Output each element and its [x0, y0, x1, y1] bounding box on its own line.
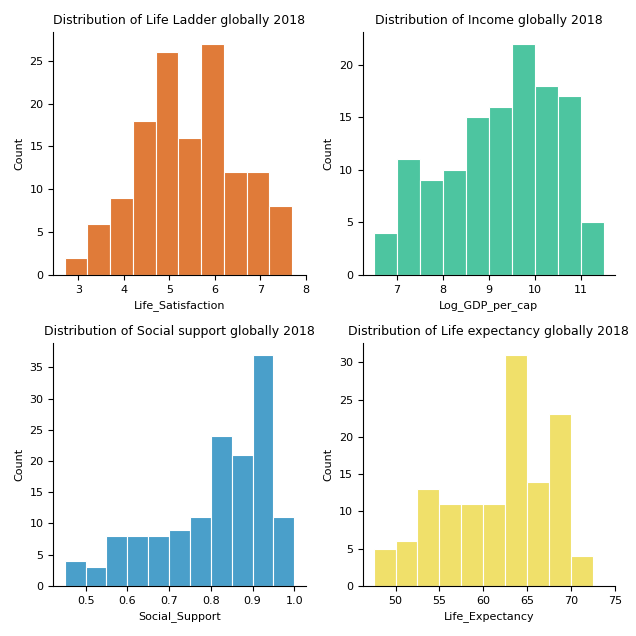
- Y-axis label: Count: Count: [14, 137, 24, 170]
- Bar: [211, 436, 232, 586]
- Y-axis label: Count: Count: [323, 137, 333, 170]
- Bar: [65, 561, 86, 586]
- Title: Distribution of Social support globally 2018: Distribution of Social support globally …: [44, 325, 315, 338]
- Bar: [527, 481, 550, 586]
- Bar: [489, 107, 512, 275]
- Bar: [270, 207, 292, 275]
- Bar: [373, 549, 396, 586]
- Bar: [106, 536, 127, 586]
- Title: Distribution of Life expectancy globally 2018: Distribution of Life expectancy globally…: [349, 325, 629, 338]
- Bar: [550, 415, 571, 586]
- Bar: [512, 44, 535, 275]
- Bar: [201, 44, 224, 275]
- Bar: [571, 556, 593, 586]
- Bar: [420, 181, 443, 275]
- X-axis label: Social_Support: Social_Support: [138, 611, 221, 622]
- Bar: [169, 530, 190, 586]
- Bar: [558, 96, 581, 275]
- X-axis label: Life_Expectancy: Life_Expectancy: [443, 611, 534, 622]
- Bar: [417, 489, 439, 586]
- Y-axis label: Count: Count: [14, 448, 24, 481]
- Y-axis label: Count: Count: [323, 448, 333, 481]
- Bar: [439, 504, 461, 586]
- Bar: [86, 567, 106, 586]
- Bar: [443, 170, 466, 275]
- Bar: [190, 517, 211, 586]
- X-axis label: Log_GDP_per_cap: Log_GDP_per_cap: [439, 300, 539, 311]
- Bar: [466, 117, 489, 275]
- Bar: [148, 536, 169, 586]
- Bar: [224, 172, 247, 275]
- Bar: [133, 121, 156, 275]
- Bar: [535, 86, 558, 275]
- Bar: [396, 541, 417, 586]
- Bar: [397, 160, 420, 275]
- Bar: [178, 138, 201, 275]
- Bar: [581, 223, 604, 275]
- Bar: [247, 172, 270, 275]
- X-axis label: Life_Satisfaction: Life_Satisfaction: [134, 300, 225, 311]
- Bar: [505, 355, 527, 586]
- Bar: [374, 233, 397, 275]
- Bar: [156, 52, 178, 275]
- Bar: [273, 517, 294, 586]
- Bar: [232, 455, 252, 586]
- Bar: [461, 504, 483, 586]
- Bar: [483, 504, 505, 586]
- Bar: [65, 258, 87, 275]
- Title: Distribution of Income globally 2018: Distribution of Income globally 2018: [375, 14, 603, 27]
- Bar: [127, 536, 148, 586]
- Bar: [87, 223, 110, 275]
- Title: Distribution of Life Ladder globally 2018: Distribution of Life Ladder globally 201…: [53, 14, 305, 27]
- Bar: [110, 198, 133, 275]
- Bar: [252, 355, 273, 586]
